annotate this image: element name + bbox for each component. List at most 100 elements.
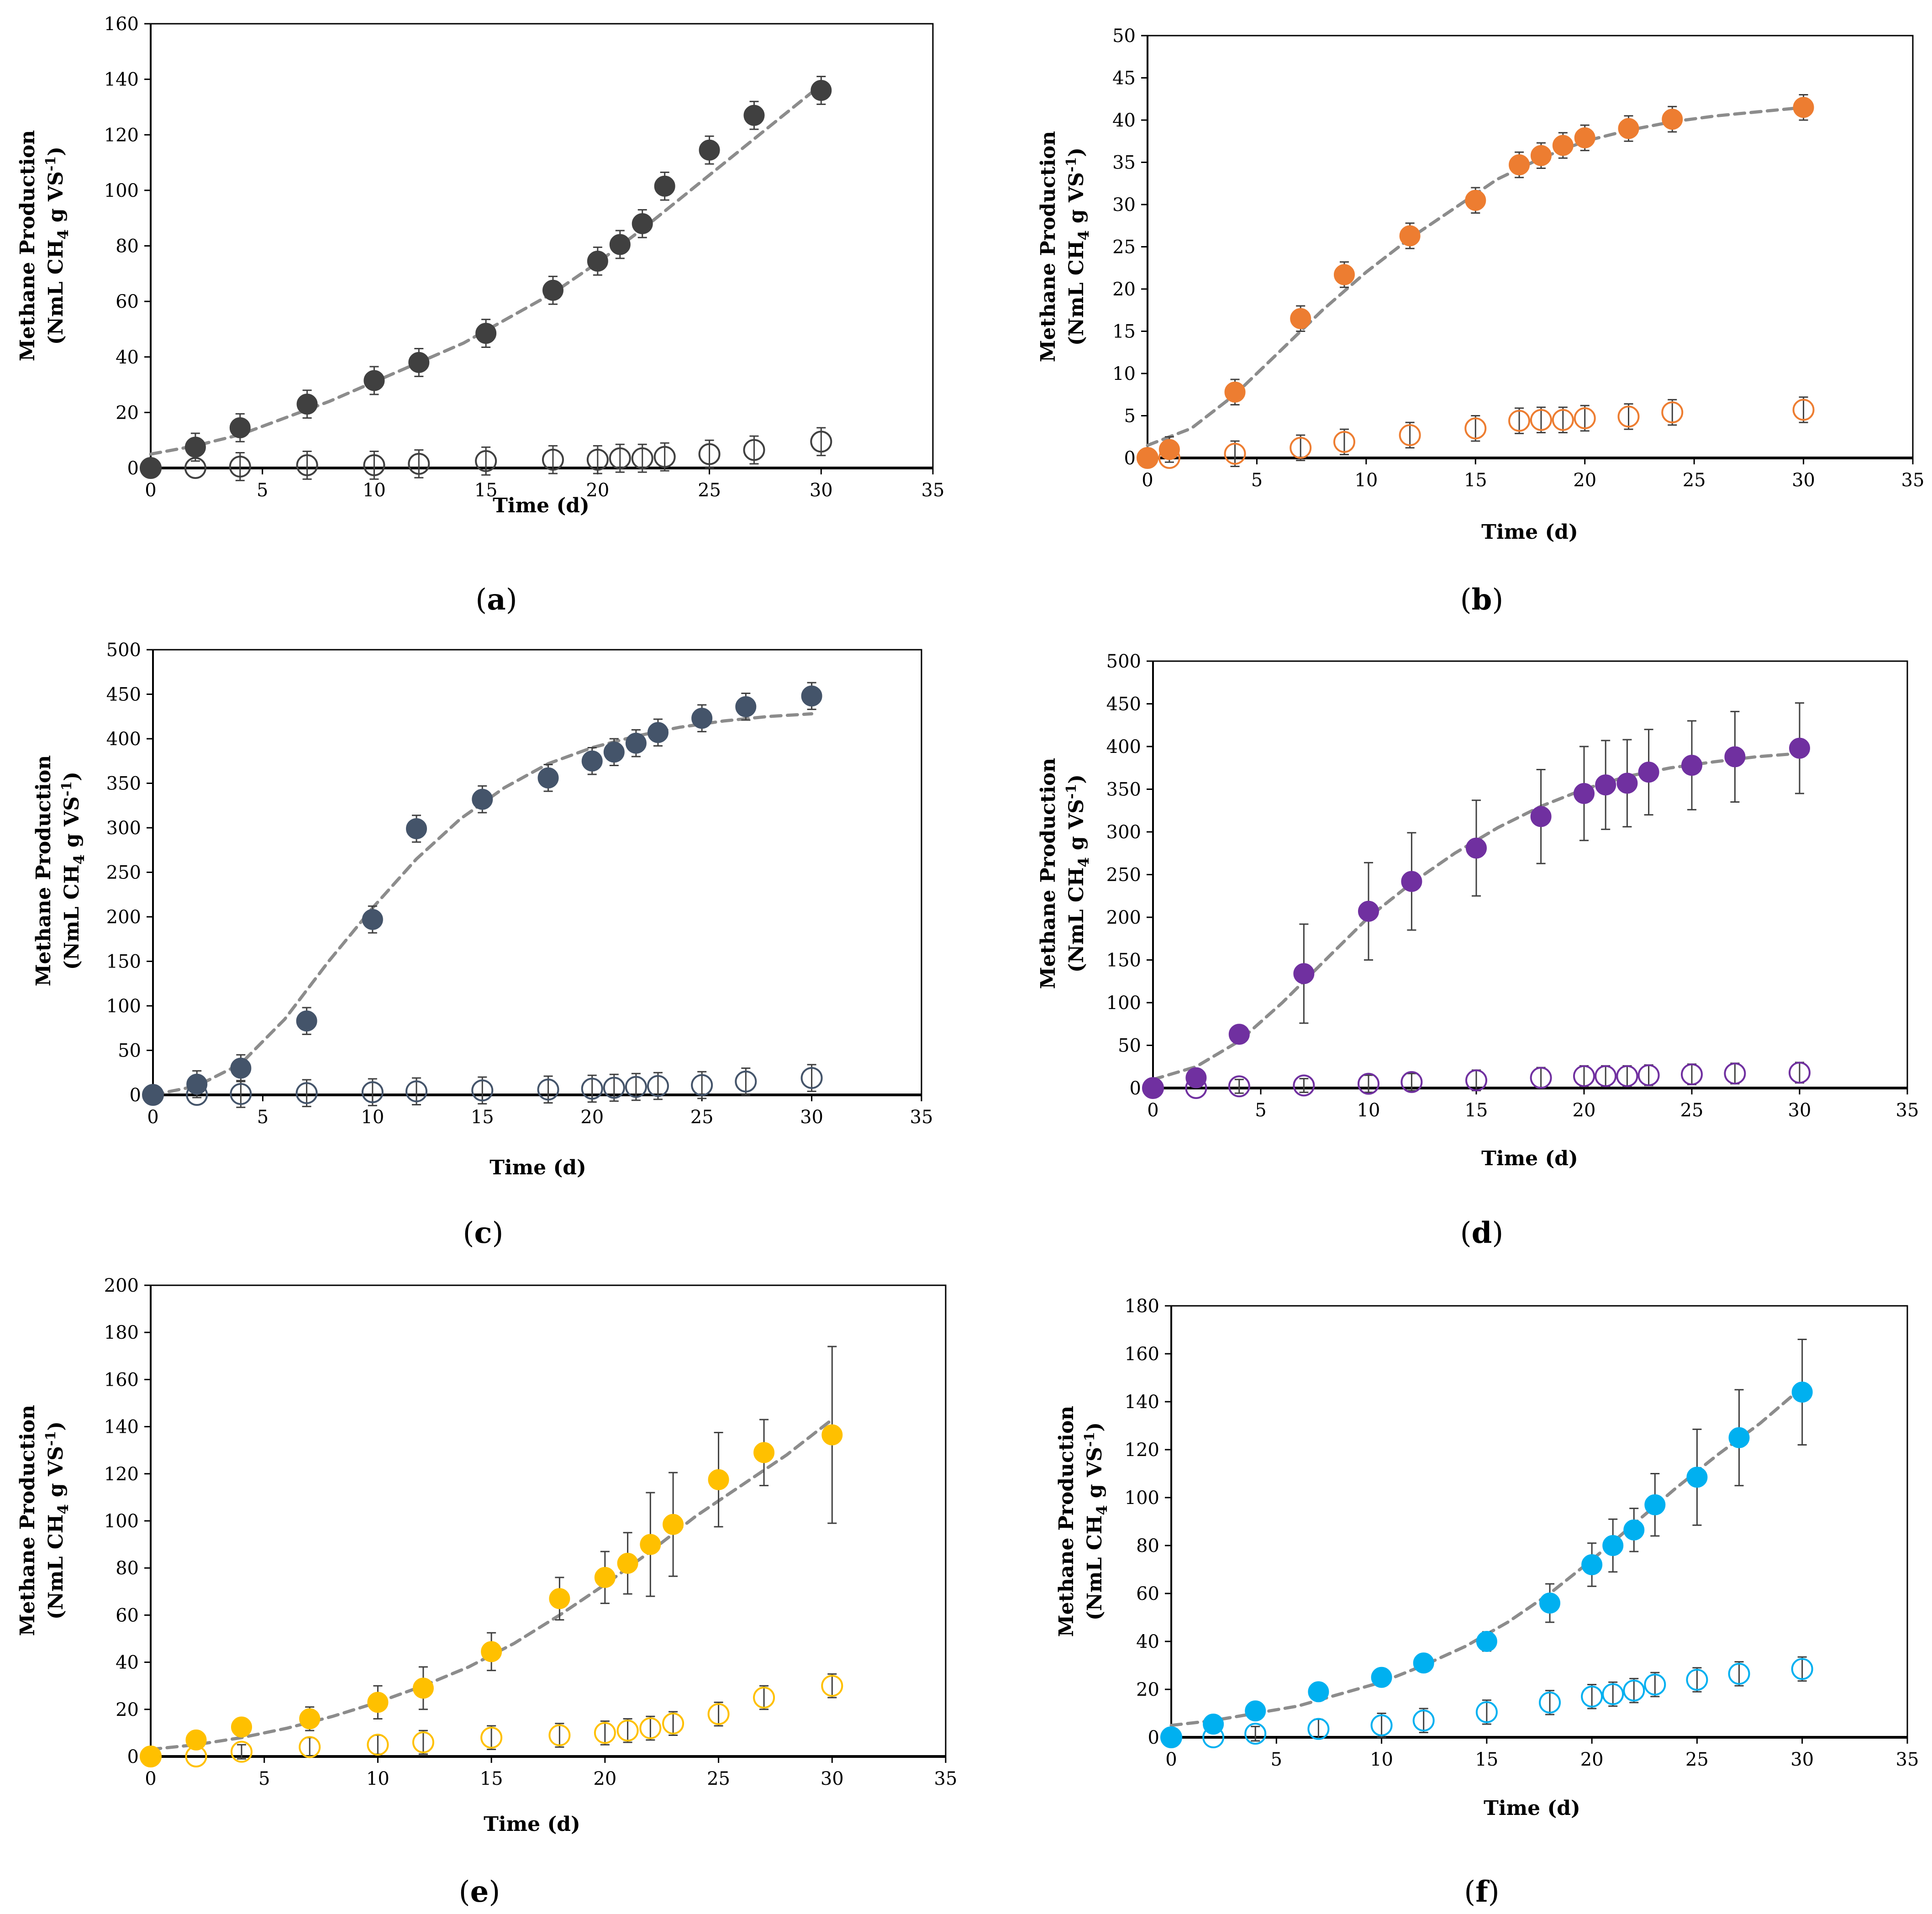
caption-letter: d <box>1472 1216 1492 1250</box>
data-point <box>735 696 757 717</box>
data-point <box>1623 1519 1645 1541</box>
y-tick-label: 350 <box>1106 779 1141 800</box>
y-tick-label: 160 <box>1125 1344 1159 1365</box>
data-point-open <box>229 455 251 478</box>
data-point <box>743 105 765 126</box>
data-point <box>1371 1667 1392 1688</box>
data-point <box>542 279 563 301</box>
data-point <box>1728 1427 1750 1448</box>
x-tick-label: 0 <box>147 1107 158 1128</box>
data-point-open <box>653 446 676 468</box>
x-tick-label: 0 <box>1142 470 1153 491</box>
data-point-open <box>1158 447 1180 469</box>
data-point-open <box>1142 1077 1164 1099</box>
data-point-open <box>753 1687 775 1709</box>
data-point <box>1681 755 1702 776</box>
y-tick-label: 500 <box>1106 651 1141 672</box>
y-tick-label: 20 <box>1112 279 1136 300</box>
data-point <box>1793 97 1814 118</box>
y-tick-label: 300 <box>106 818 141 839</box>
caption-letter: f <box>1475 1875 1490 1909</box>
data-point-open <box>1530 409 1552 431</box>
data-point <box>229 417 251 438</box>
x-tick-label: 10 <box>1370 1749 1393 1770</box>
data-point <box>1158 439 1180 460</box>
chart-c: 0 50 100 150 200 250 300 350 400 450 500 0 5 10 15 20 25… <box>32 640 933 1250</box>
data-point-open <box>1224 442 1246 465</box>
data-point <box>296 1010 317 1032</box>
data-point-open <box>230 1083 252 1105</box>
caption-letter: e <box>470 1875 489 1909</box>
caption-close-paren: ) <box>489 1875 500 1909</box>
data-point <box>1399 225 1421 247</box>
data-point-open <box>542 448 564 471</box>
data-point-open <box>408 452 430 475</box>
x-tick-label: 10 <box>1357 1100 1380 1121</box>
panel-caption: (b) <box>1460 583 1504 617</box>
x-tick-label: 35 <box>1901 470 1925 491</box>
caption-close-paren: ) <box>1492 1216 1503 1250</box>
x-tick-label: 35 <box>934 1768 958 1789</box>
x-tick-label: 20 <box>580 1107 604 1128</box>
x-tick-label: 25 <box>698 480 721 501</box>
x-tick-label: 35 <box>1896 1749 1919 1770</box>
data-point <box>594 1567 616 1588</box>
data-point-open <box>1686 1669 1708 1691</box>
data-point-open <box>412 1731 434 1754</box>
caption-open-paren: ( <box>1464 1875 1475 1909</box>
data-point-open <box>1792 399 1815 421</box>
data-point-open <box>647 1075 669 1097</box>
chart-b: 0 5 10 15 20 25 30 35 40 45 50 0 5 10 15 20 25 30 35 Time (… <box>1037 26 1924 617</box>
data-point-open <box>625 1076 647 1098</box>
unit-text: g VS <box>60 796 84 854</box>
data-point <box>1413 1652 1434 1674</box>
superscript-minus1: -1 <box>1063 157 1079 172</box>
superscript-minus1: -1 <box>1063 784 1079 799</box>
x-tick-label: 35 <box>921 480 945 501</box>
x-tick-label: 5 <box>258 1768 270 1789</box>
data-point-open <box>361 1081 384 1104</box>
data-point-open <box>1228 1075 1250 1098</box>
y-axis-title-line1: Methane Production <box>1037 131 1060 362</box>
chart-f: 0 20 40 60 80 100 120 140 160 180 0 5 10 15 20 25 30 35 Ti… <box>1055 1296 1919 1909</box>
y-tick-label: 150 <box>106 952 141 973</box>
unit-text: g VS <box>1065 799 1088 857</box>
y-tick-label: 10 <box>1112 363 1136 384</box>
y-tick-label: 80 <box>1136 1535 1159 1556</box>
x-axis-title: Time (d) <box>484 1813 580 1836</box>
data-point <box>1574 783 1595 804</box>
close-paren: ) <box>1065 147 1088 157</box>
close-paren: ) <box>44 1421 68 1431</box>
chart-d: 0 50 100 150 200 250 300 350 400 450 500 0 5 10 15 20 25… <box>1037 651 1919 1250</box>
data-point <box>184 436 206 458</box>
y-tick-label: 200 <box>104 1275 139 1296</box>
y-tick-label: 60 <box>116 291 139 312</box>
y-axis-title: Methane Production (NmL CH4 g VS-1) <box>32 755 88 986</box>
x-tick-label: 15 <box>480 1768 503 1789</box>
data-point-open <box>230 1740 253 1763</box>
x-tick-label: 5 <box>257 1107 268 1128</box>
series-control <box>142 1064 823 1108</box>
y-axis-title-line2: (NmL CH <box>44 1514 68 1620</box>
x-tick-label: 15 <box>1475 1749 1498 1770</box>
chart-e: 0 20 40 60 80 100 120 140 160 180 200 0 5 10 15 20 25 30 3… <box>16 1275 957 1909</box>
superscript-minus1: -1 <box>43 156 59 171</box>
data-point <box>481 1641 502 1662</box>
y-tick-label: 20 <box>116 1699 139 1720</box>
x-tick-label: 5 <box>1271 1749 1282 1770</box>
x-tick-label: 20 <box>1580 1749 1604 1770</box>
data-point <box>363 370 385 391</box>
subscript-4: 4 <box>54 229 72 239</box>
data-point <box>299 1708 321 1730</box>
data-point-open <box>1333 431 1355 453</box>
data-point <box>1228 1024 1250 1045</box>
data-point <box>801 685 822 707</box>
data-point-open <box>1307 1718 1330 1740</box>
x-tick-label: 30 <box>821 1768 844 1789</box>
data-point-open <box>471 1079 494 1102</box>
data-point <box>1724 746 1746 768</box>
data-point-open <box>548 1724 571 1746</box>
y-tick-label: 0 <box>1130 1078 1141 1099</box>
data-point-open <box>1202 1726 1225 1748</box>
